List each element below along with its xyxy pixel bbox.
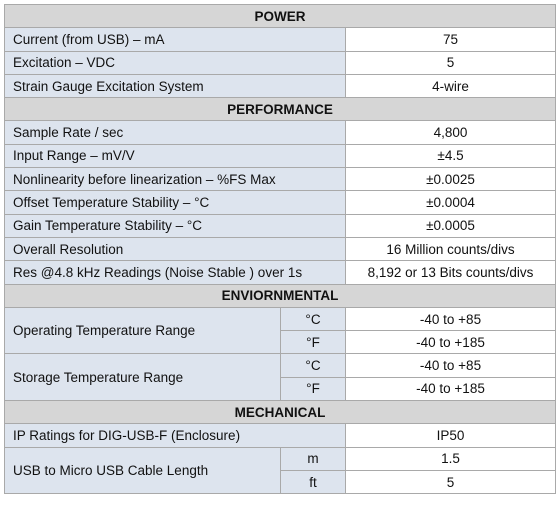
row-value: 5 [345, 50, 556, 75]
table-row: USB to Micro USB Cable Length m 1.5 [4, 446, 556, 495]
row-value: -40 to +85 [345, 353, 556, 378]
unit-label: ft [280, 469, 346, 495]
row-label: Operating Temperature Range [4, 306, 281, 355]
row-value: 8,192 or 13 Bits counts/divs [345, 260, 556, 285]
section-header: POWER [4, 3, 556, 29]
row-label: Sample Rate / sec [4, 120, 346, 145]
table-row: Strain Gauge Excitation System 4-wire [4, 73, 556, 99]
table-row: Gain Temperature Stability – °C ±0.0005 [4, 213, 556, 238]
row-value: IP50 [345, 423, 556, 448]
table-row: Res @4.8 kHz Readings (Noise Stable ) ov… [4, 260, 556, 285]
row-value: ±4.5 [345, 143, 556, 169]
unit-label: °C [280, 306, 346, 332]
table-row: POWER [4, 3, 556, 29]
row-value: ±0.0005 [345, 213, 556, 238]
table-row: ft 5 [5, 469, 556, 495]
table-row: Excitation – VDC 5 [4, 50, 556, 75]
unit-label: °F [280, 376, 346, 402]
row-label: Strain Gauge Excitation System [4, 73, 346, 99]
row-label: Excitation – VDC [4, 50, 346, 75]
table-row: Overall Resolution 16 Million counts/divs [4, 236, 556, 262]
row-label: Offset Temperature Stability – °C [4, 190, 346, 215]
row-label: Nonlinearity before linearization – %FS … [4, 167, 346, 192]
row-label: Input Range – mV/V [4, 143, 346, 169]
row-value: 5 [345, 469, 556, 495]
row-label: Storage Temperature Range [4, 353, 281, 402]
table-row: Nonlinearity before linearization – %FS … [4, 167, 556, 192]
row-label: Overall Resolution [4, 236, 346, 262]
table-row: °F -40 to +185 [5, 376, 556, 402]
row-value: 16 Million counts/divs [345, 236, 556, 262]
unit-label: °C [280, 353, 346, 378]
table-row: Operating Temperature Range °C -40 to +85 [4, 306, 556, 355]
section-header: MECHANICAL [4, 400, 556, 425]
row-value: -40 to +185 [345, 330, 556, 355]
row-value: ±0.0004 [345, 190, 556, 215]
table-row: Storage Temperature Range °C -40 to +85 [4, 353, 556, 402]
row-value: 4,800 [345, 120, 556, 145]
spec-table: POWER Current (from USB) – mA 75 Excitation… [4, 3, 556, 495]
table-row: Input Range – mV/V ±4.5 [4, 143, 556, 169]
table-row: ENVIORNMENTAL [4, 283, 556, 308]
section-header: PERFORMANCE [4, 97, 556, 122]
row-label: Current (from USB) – mA [4, 27, 346, 52]
unit-label: °F [280, 330, 346, 355]
row-label: IP Ratings for DIG-USB-F (Enclosure) [4, 423, 346, 448]
table-row: IP Ratings for DIG-USB-F (Enclosure) IP50 [4, 423, 556, 448]
table-row: Offset Temperature Stability – °C ±0.0004 [4, 190, 556, 215]
table-row: MECHANICAL [4, 400, 556, 425]
row-value: 4-wire [345, 73, 556, 99]
row-value: ±0.0025 [345, 167, 556, 192]
row-value: -40 to +185 [345, 376, 556, 402]
table-row: Current (from USB) – mA 75 [4, 27, 556, 52]
row-label: Res @4.8 kHz Readings (Noise Stable ) ov… [4, 260, 346, 285]
unit-label: m [280, 446, 346, 471]
table-row: Sample Rate / sec 4,800 [4, 120, 556, 145]
table-row: PERFORMANCE [4, 97, 556, 122]
row-value: 1.5 [345, 446, 556, 471]
row-value: -40 to +85 [345, 306, 556, 332]
row-label: Gain Temperature Stability – °C [4, 213, 346, 238]
row-value: 75 [345, 27, 556, 52]
section-header: ENVIORNMENTAL [4, 283, 556, 308]
row-label: USB to Micro USB Cable Length [4, 446, 281, 495]
